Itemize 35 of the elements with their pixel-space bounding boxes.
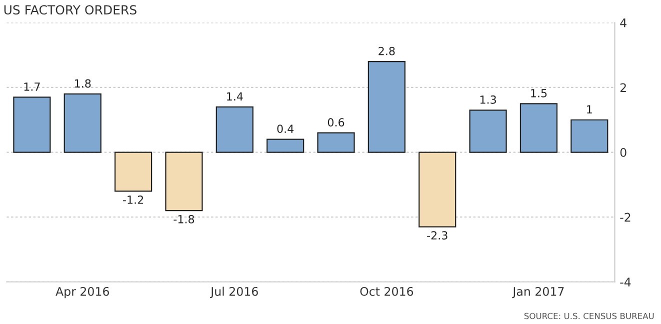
- data-label: 1: [587, 105, 592, 114]
- bar: [469, 110, 507, 153]
- data-label: 0.6: [328, 118, 344, 127]
- x-tick-label: Jan 2017: [512, 286, 564, 298]
- bar: [114, 152, 152, 192]
- source-note: SOURCE: U.S. CENSUS BUREAU: [524, 312, 654, 320]
- bar: [64, 93, 102, 153]
- data-label: 1.3: [480, 95, 496, 104]
- bar: [570, 119, 608, 153]
- bar: [368, 61, 406, 153]
- data-label: -2.3: [427, 231, 448, 240]
- data-label: -1.8: [174, 214, 194, 224]
- data-label: 1.5: [531, 89, 547, 98]
- data-label: 1.4: [227, 92, 243, 100]
- bar: [418, 152, 456, 228]
- x-tick-label: Jul 2016: [210, 286, 258, 298]
- bar: [317, 132, 355, 153]
- x-tick-label: Oct 2016: [360, 286, 414, 296]
- bar: [13, 96, 51, 153]
- bar: [216, 106, 254, 153]
- bar: [165, 152, 203, 212]
- data-label: 0.4: [277, 124, 294, 133]
- bar: [266, 138, 304, 153]
- bar: [520, 103, 558, 153]
- x-tick-label: Apr 2016: [56, 286, 109, 298]
- data-label: -1.2: [123, 196, 144, 204]
- chart-title: US FACTORY ORDERS: [4, 5, 136, 15]
- y-tick-label: -2: [620, 212, 630, 222]
- y-tick-label: 0: [620, 148, 626, 157]
- y-tick-label: -4: [620, 278, 631, 286]
- data-label: 2.8: [378, 46, 395, 56]
- y-tick-label: 4: [620, 18, 626, 28]
- data-label: 1.8: [75, 79, 91, 88]
- y-tick-label: 2: [620, 83, 626, 92]
- data-label: 1.7: [24, 82, 40, 91]
